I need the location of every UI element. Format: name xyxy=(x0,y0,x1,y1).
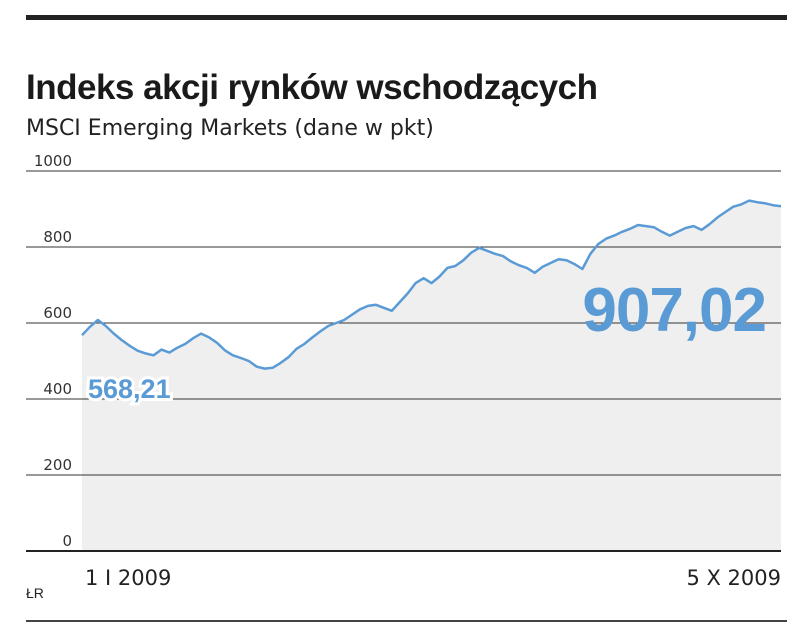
y-tick-label: 400 xyxy=(43,380,72,398)
chart-subtitle: MSCI Emerging Markets (dane w pkt) xyxy=(26,116,434,141)
y-axis-labels: 0 200 400 600 800 1000 xyxy=(34,152,72,550)
series-line xyxy=(81,199,782,370)
bottom-rule xyxy=(26,620,787,622)
y-tick-label: 800 xyxy=(43,228,72,246)
top-rule xyxy=(26,15,787,20)
x-tick-label-start: 1 I 2009 xyxy=(85,566,171,590)
end-value-label: 907,02 xyxy=(582,276,766,345)
area-fill xyxy=(82,200,781,551)
chart-title: Indeks akcji rynków wschodzących xyxy=(26,68,598,107)
y-tick-label: 0 xyxy=(62,532,72,550)
credit: ŁR xyxy=(26,585,44,601)
y-tick-label: 200 xyxy=(43,456,72,474)
x-tick-label-end: 5 X 2009 xyxy=(686,566,781,590)
y-tick-label: 1000 xyxy=(34,152,72,170)
y-tick-label: 600 xyxy=(43,304,72,322)
grid-lines xyxy=(26,170,781,552)
start-value-label: 568,21 xyxy=(88,374,171,404)
